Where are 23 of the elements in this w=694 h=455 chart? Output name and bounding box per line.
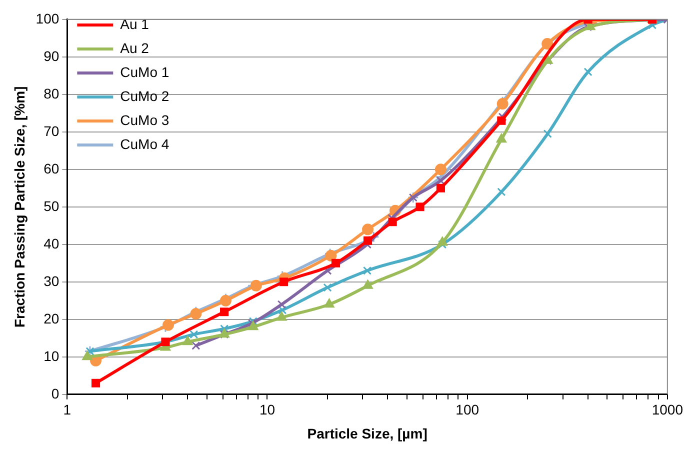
legend-label: Au 2 [120,40,150,56]
legend-label: CuMo 1 [120,64,170,80]
y-tick-label: 10 [44,348,60,364]
legend-label: Au 1 [120,16,150,32]
y-tick-label: 90 [44,48,60,64]
y-tick-label: 80 [44,85,60,102]
legend-label: CuMo 3 [120,112,170,128]
x-tick-label: 1000 [652,402,684,418]
y-tick-label: 50 [44,198,60,214]
x-axis-title: Particle Size, [µm] [307,425,428,442]
x-tick-label: 100 [456,402,480,418]
x-tick-label: 1 [63,402,72,418]
y-axis-title: Fraction Passing Particle Size, [%m] [11,86,28,328]
y-tick-label: 20 [44,310,60,326]
legend-label: CuMo 4 [120,136,170,152]
y-tick-label: 100 [36,10,60,26]
y-tick-label: 30 [44,272,60,289]
y-tick-label: 40 [44,235,60,252]
y-tick-label: 0 [51,385,60,402]
legend-label: CuMo 2 [120,88,170,104]
x-tick-label: 10 [259,402,276,418]
y-tick-label: 70 [44,122,60,139]
y-tick-label: 60 [44,160,60,176]
